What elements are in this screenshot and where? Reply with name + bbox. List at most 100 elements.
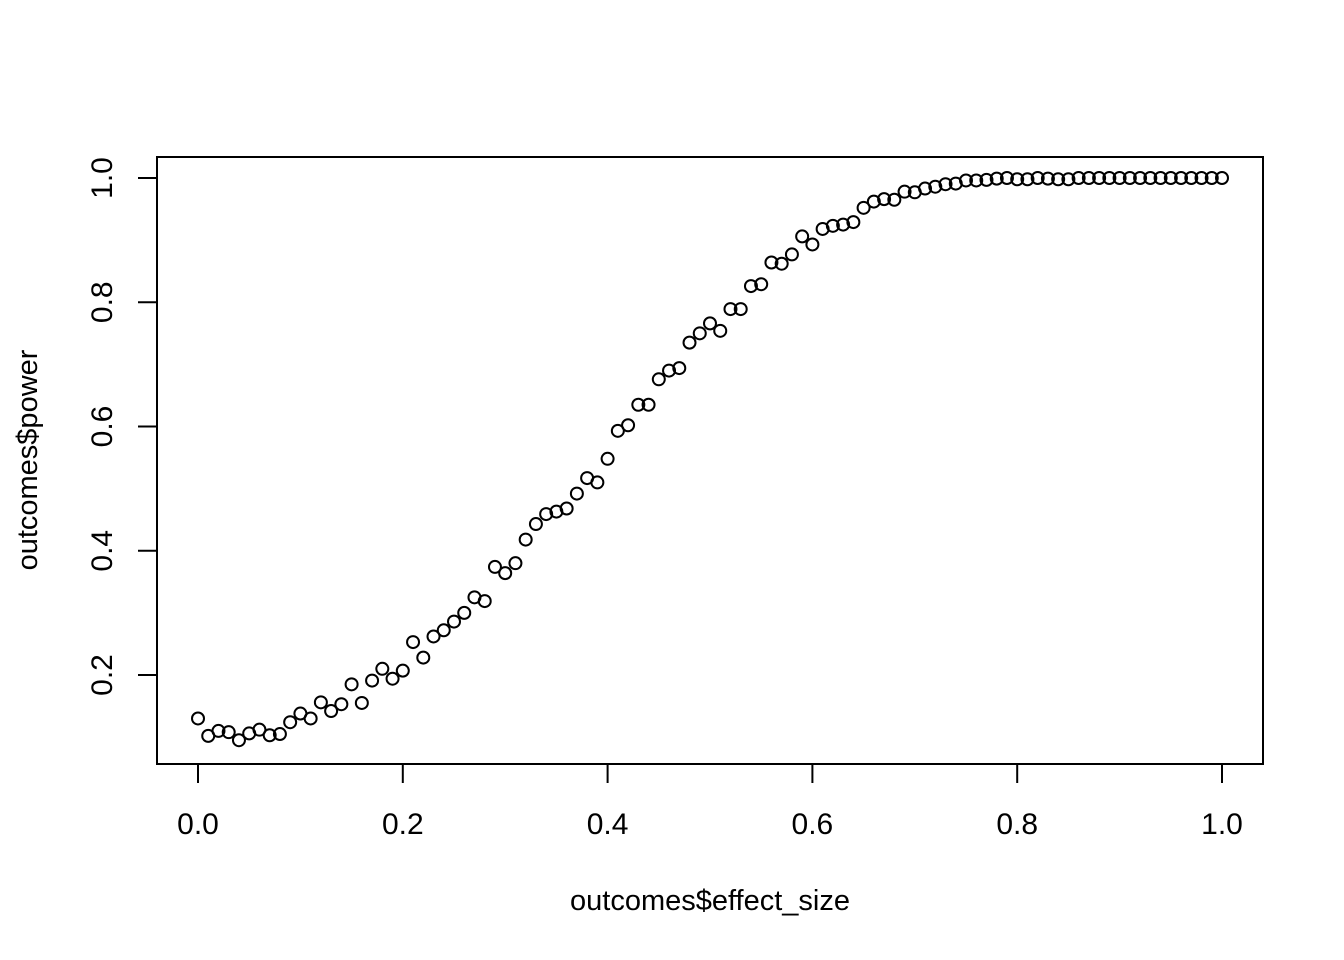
data-point [795,229,810,244]
data-point [1112,171,1127,185]
data-point [621,418,636,433]
data-point [272,727,287,742]
data-point [672,361,687,376]
data-point [1143,171,1158,185]
data-point [365,673,380,688]
data-point [999,171,1014,185]
data-point [498,566,513,581]
data-points [191,171,1229,748]
data-point [1061,172,1076,187]
data-point [969,173,984,188]
data-point [539,507,554,522]
data-point [846,215,861,230]
data-point [959,173,973,188]
data-point [641,397,656,412]
x-tick-label: 0.6 [792,808,834,841]
data-point [651,372,666,387]
data-point [1174,171,1189,185]
data-point [283,715,298,730]
data-point [385,671,400,686]
data-point [1194,171,1209,185]
data-point [887,192,902,207]
data-point [1092,171,1107,185]
y-tick-label: 0.6 [86,406,119,448]
data-point [1020,172,1035,187]
y-axis-label: outcomes$power [12,349,44,570]
data-point [477,594,492,609]
data-point [211,723,226,738]
data-point [1204,171,1219,185]
data-point [754,277,769,292]
data-point [979,172,994,187]
data-point [600,451,615,466]
data-point [559,501,574,516]
data-point [866,194,881,209]
data-point [1030,171,1045,185]
x-tick-label: 1.0 [1201,808,1243,841]
x-axis-label: outcomes$effect_size [570,885,850,917]
y-tick-label: 1.0 [86,157,119,199]
data-point [682,335,697,350]
x-tick-label: 0.4 [587,808,629,841]
data-point [436,623,451,638]
data-point [1071,171,1086,185]
data-point [231,733,246,748]
data-point [764,255,779,270]
data-point [447,614,461,629]
data-point [743,279,758,294]
data-point [221,725,236,740]
data-point [354,695,369,710]
y-tick-label: 0.4 [86,530,119,572]
data-point [877,192,892,207]
data-point [784,247,799,262]
data-point [324,704,339,719]
data-point [897,184,912,199]
x-tick-label: 0.8 [996,808,1038,841]
data-point [313,695,328,710]
x-tick-label: 0.2 [382,808,424,841]
data-point [303,711,318,726]
data-point [989,171,1004,186]
data-point [395,663,410,678]
data-point [487,559,502,574]
data-point [928,179,943,194]
data-point [426,629,441,644]
data-point [692,326,707,341]
x-tick-label: 0.0 [177,808,219,841]
data-point [344,677,359,692]
plot-frame [156,156,1264,765]
data-point [713,323,728,338]
data-point [1153,171,1168,185]
data-point [406,635,421,650]
data-point [334,697,349,712]
data-point [631,397,646,412]
data-point [1010,172,1025,187]
data-point [662,363,677,378]
data-point [508,556,523,571]
data-point [1051,172,1066,187]
data-point [262,728,277,743]
data-point [856,200,871,215]
data-point [457,605,472,620]
data-point [252,722,267,737]
data-point [375,661,390,676]
data-point [733,302,748,317]
data-point [938,177,953,192]
data-point [1102,171,1117,185]
data-point [416,650,431,665]
data-point [191,711,205,726]
data-point [836,217,851,232]
data-point [918,181,933,196]
data-point [825,218,840,233]
data-point [528,517,543,532]
data-point [1133,171,1148,185]
data-point [1184,171,1199,185]
data-point [723,302,738,317]
data-point [569,486,584,501]
y-axis: 0.2 0.4 0.6 0.8 1.0 [86,157,158,696]
data-point [1122,171,1137,185]
data-point [774,256,789,271]
y-tick-label: 0.8 [86,281,119,323]
data-point [1081,171,1096,185]
